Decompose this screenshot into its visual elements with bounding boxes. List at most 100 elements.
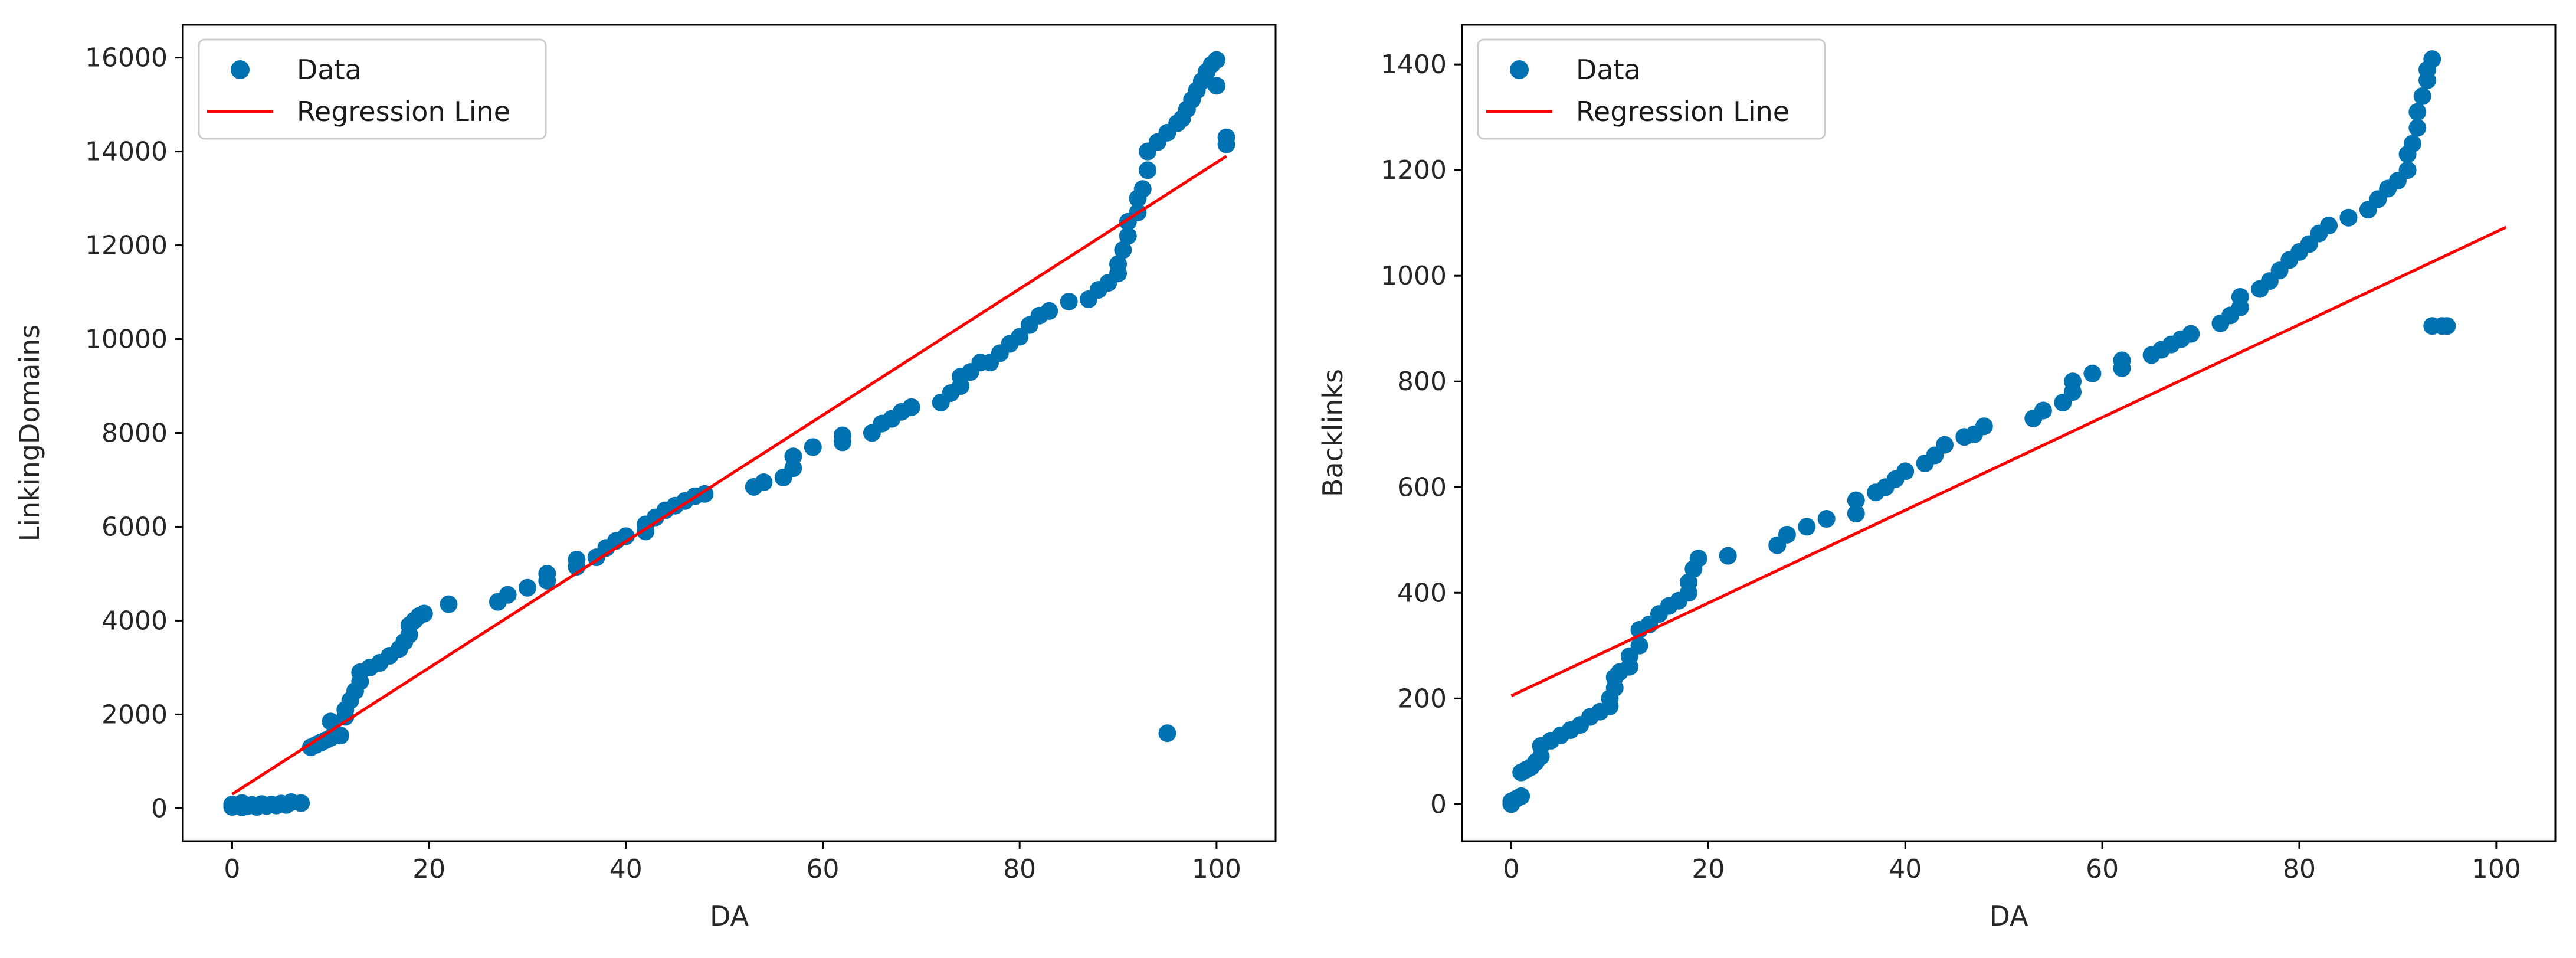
y-tick-label: 2000 xyxy=(101,699,168,730)
data-point xyxy=(1060,292,1078,310)
y-tick-label: 0 xyxy=(1430,789,1447,819)
y-tick-label: 1400 xyxy=(1381,50,1447,80)
x-tick-label: 0 xyxy=(1503,854,1519,884)
data-point xyxy=(1630,636,1648,655)
x-tick-label: 80 xyxy=(1003,854,1036,884)
data-point xyxy=(538,564,556,583)
x-tick-label: 80 xyxy=(2283,854,2316,884)
data-point xyxy=(1119,227,1137,245)
y-tick-label: 10000 xyxy=(85,325,168,355)
legend-box xyxy=(1477,38,1826,140)
regression-line xyxy=(1510,225,2507,698)
data-point xyxy=(2231,288,2249,306)
data-point xyxy=(568,551,586,569)
data-point xyxy=(1133,180,1152,198)
y-tick-label: 6000 xyxy=(101,512,168,542)
legend-data-marker xyxy=(1510,60,1529,79)
data-point xyxy=(2113,351,2131,370)
data-point xyxy=(2438,317,2456,335)
x-tick-label: 0 xyxy=(224,854,240,884)
data-point xyxy=(2408,119,2427,137)
legend: Data Regression Line xyxy=(198,38,547,140)
data-point xyxy=(1158,724,1176,743)
y-tick-label: 14000 xyxy=(85,137,168,167)
data-point xyxy=(2413,87,2431,105)
data-point xyxy=(322,712,340,731)
data-point xyxy=(1778,525,1796,544)
data-point xyxy=(784,447,802,466)
data-point xyxy=(2064,372,2082,391)
data-point xyxy=(1798,518,1816,536)
data-point xyxy=(1935,436,1954,454)
data-point xyxy=(2339,208,2358,227)
x-axis-label: DA xyxy=(710,900,749,932)
y-tick-label: 0 xyxy=(151,793,168,823)
data-point xyxy=(1109,255,1128,273)
legend-data-marker xyxy=(231,60,250,79)
plot-area xyxy=(1502,50,2507,813)
data-point xyxy=(499,586,517,604)
legend-label-regression: Regression Line xyxy=(297,96,510,127)
x-axis-label: DA xyxy=(1989,900,2028,932)
data-point xyxy=(1817,509,1836,528)
data-point xyxy=(1040,302,1058,320)
data-point xyxy=(2182,325,2200,343)
x-tick-label: 20 xyxy=(412,854,445,884)
data-point xyxy=(518,578,536,597)
y-tick-label: 400 xyxy=(1397,578,1447,608)
data-point xyxy=(804,438,822,456)
legend-label-data: Data xyxy=(297,54,362,86)
regression-line xyxy=(231,155,1227,796)
plot-area xyxy=(223,51,1235,816)
y-tick-label: 8000 xyxy=(101,418,168,449)
data-point xyxy=(1011,328,1029,346)
data-point xyxy=(2403,135,2421,153)
y-tick-label: 4000 xyxy=(101,606,168,636)
y-tick-label: 800 xyxy=(1397,367,1447,397)
legend: Data Regression Line xyxy=(1477,38,1826,140)
data-point xyxy=(2034,401,2052,420)
data-point xyxy=(1896,462,1915,480)
data-point xyxy=(1719,547,1737,565)
y-axis-label: Backlinks xyxy=(1317,369,1349,497)
legend-label-regression: Regression Line xyxy=(1576,96,1790,127)
data-point xyxy=(755,473,773,491)
data-point xyxy=(292,794,310,812)
x-tick-label: 100 xyxy=(1192,854,1241,884)
data-point xyxy=(440,595,458,613)
data-point xyxy=(1512,787,1530,805)
data-point xyxy=(1207,51,1225,69)
data-point xyxy=(1847,505,1865,523)
data-point xyxy=(1207,77,1225,95)
data-point xyxy=(617,527,635,545)
chart-1: 0 20 40 60 80 100 0 2000 4000 6000 8000 10000 12000 1… xyxy=(14,24,1277,932)
data-point xyxy=(415,604,433,623)
data-point xyxy=(1114,241,1132,259)
x-tick-label: 20 xyxy=(1692,854,1725,884)
data-point xyxy=(2320,217,2338,235)
y-tick-label: 1200 xyxy=(1381,155,1447,185)
x-tick-label: 100 xyxy=(2472,854,2521,884)
y-tick-label: 600 xyxy=(1397,472,1447,502)
data-point xyxy=(2083,364,2102,382)
data-point xyxy=(1689,550,1707,568)
data-point xyxy=(1139,161,1157,179)
y-tick-label: 200 xyxy=(1397,684,1447,714)
legend-label-data: Data xyxy=(1576,54,1641,86)
x-tick-label: 40 xyxy=(609,854,643,884)
x-tick-label: 40 xyxy=(1889,854,1922,884)
y-tick-label: 12000 xyxy=(85,231,168,261)
data-point xyxy=(902,398,920,416)
legend-box xyxy=(198,38,547,140)
data-point xyxy=(331,727,349,745)
data-point xyxy=(2398,161,2417,179)
data-point xyxy=(2423,50,2441,68)
y-axis-label: LinkingDomains xyxy=(14,325,45,542)
x-tick-label: 60 xyxy=(2086,854,2119,884)
data-point xyxy=(1217,128,1235,146)
x-tick-label: 60 xyxy=(807,854,840,884)
data-point xyxy=(833,426,851,444)
plot-frame xyxy=(1461,24,2557,842)
y-tick-label: 1000 xyxy=(1381,261,1447,291)
